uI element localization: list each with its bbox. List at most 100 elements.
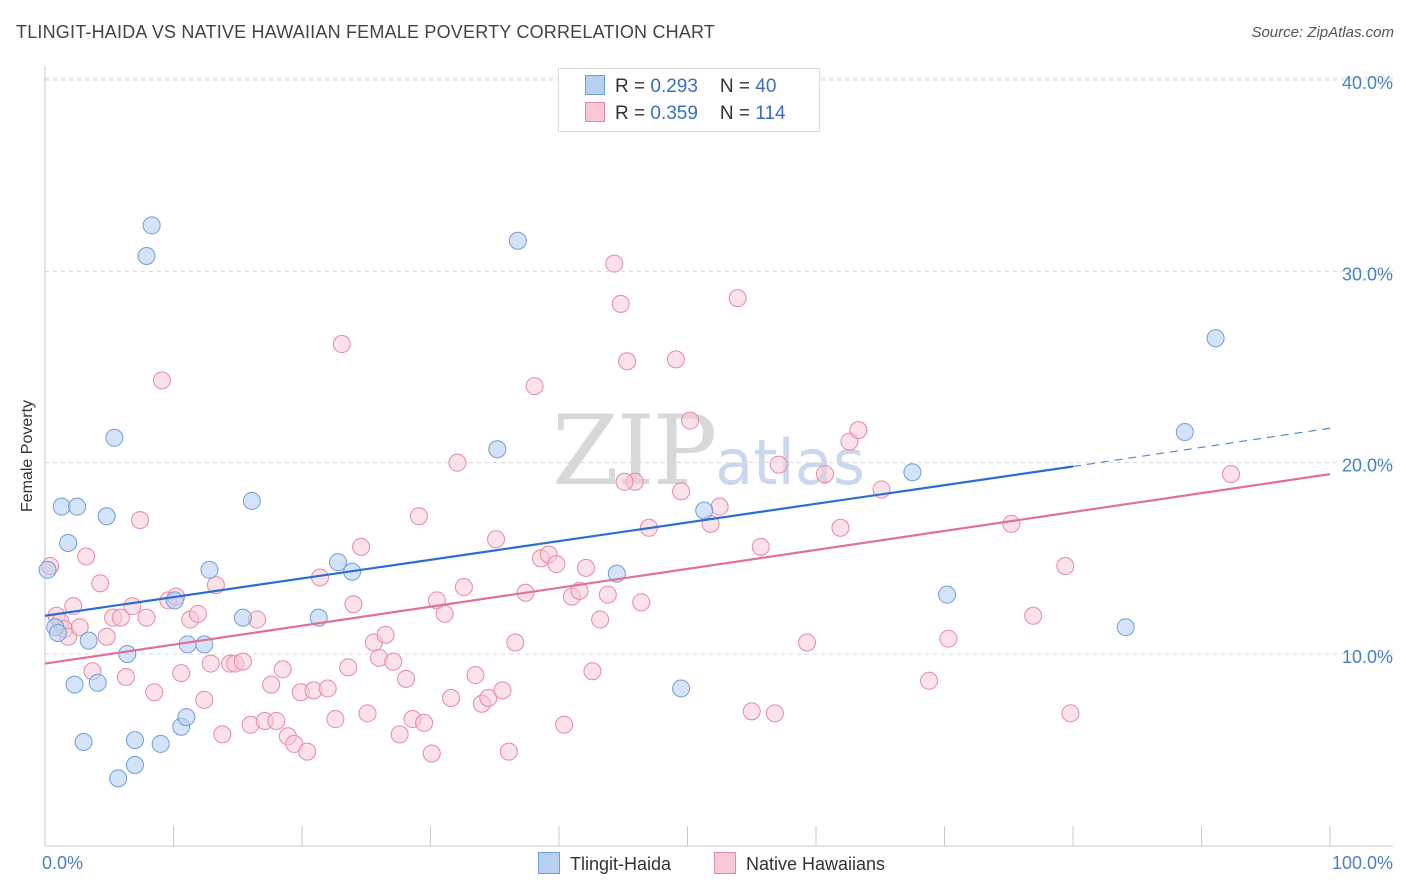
native-hawaiians-point [576, 558, 595, 577]
native-hawaiians-point [1056, 556, 1075, 575]
native-hawaiians-swatch [585, 102, 605, 122]
tlingit-haida-point [118, 645, 137, 663]
r-value: 0.293 [650, 76, 698, 97]
native-hawaiians-point [318, 679, 337, 698]
native-hawaiians-point [415, 713, 434, 732]
native-hawaiians-point [273, 660, 292, 679]
tlingit-haida-point [105, 428, 124, 447]
native-hawaiians-points [41, 254, 1241, 763]
native-hawaiians-point [267, 711, 286, 730]
r-label: R = [615, 76, 651, 97]
native-hawaiians-point [409, 507, 428, 526]
native-hawaiians-point [487, 530, 506, 549]
legend-row-native-hawaiians: R = 0.359 N = 114 [585, 102, 786, 126]
n-label: N = [719, 103, 756, 124]
y-tick-label-10: 10.0% [1342, 647, 1393, 667]
tlingit-haida-point [695, 501, 714, 520]
native-hawaiians-point [70, 618, 89, 637]
native-hawaiians-point [547, 555, 566, 574]
native-hawaiians-point [769, 455, 788, 474]
native-hawaiians-point [525, 377, 544, 396]
native-hawaiians-point [765, 704, 784, 723]
y-tick-label-20: 20.0% [1342, 456, 1393, 476]
tlingit-haida-point [68, 497, 87, 516]
y-tick-label-40: 40.0% [1342, 73, 1393, 93]
native-hawaiians-point [448, 453, 467, 472]
native-hawaiians-point [751, 537, 770, 556]
native-hawaiians-point [681, 411, 700, 430]
native-hawaiians-point [213, 725, 232, 744]
native-hawaiians-trend-line [44, 473, 1331, 665]
tlingit-haida-point [200, 560, 219, 579]
native-hawaiians-point [570, 581, 589, 600]
correlation-legend: R = 0.293 N = 40 R = 0.359 N = 114 [558, 68, 820, 132]
native-hawaiians-point [397, 669, 416, 688]
native-hawaiians-point [384, 652, 403, 671]
native-hawaiians-point [332, 335, 351, 354]
native-hawaiians-point [326, 710, 345, 729]
native-hawaiians-point [798, 633, 817, 652]
r-label: R = [615, 103, 651, 124]
native-hawaiians-point [666, 350, 685, 369]
tlingit-haida-point [48, 623, 67, 642]
tlingit-haida-point [65, 675, 84, 694]
native-hawaiians-point [605, 254, 624, 273]
source-label: Source: ZipAtlas.com [1251, 24, 1394, 41]
tlingit-haida-swatch [585, 75, 605, 95]
native-hawaiians-point [849, 421, 868, 440]
tlingit-haida-point [125, 755, 144, 774]
native-hawaiians-point [672, 482, 691, 501]
tlingit-haida-point [125, 731, 144, 750]
native-hawaiians-point [262, 675, 281, 694]
tlingit-haida-trend-extension [1072, 427, 1331, 468]
native-hawaiians-point [442, 689, 461, 708]
native-hawaiians-point [1061, 704, 1080, 723]
native-hawaiians-point [831, 518, 850, 537]
tlingit-haida-point [672, 679, 691, 698]
tlingit-haida-point [177, 708, 196, 727]
tlingit-haida-point [1116, 618, 1135, 637]
n-label: N = [719, 76, 756, 97]
native-hawaiians-point [131, 511, 150, 530]
native-hawaiians-point [611, 294, 630, 313]
native-hawaiians-point [188, 604, 207, 623]
native-hawaiians-point [358, 704, 377, 723]
tlingit-haida-point [137, 247, 156, 266]
native-hawaiians-point [555, 715, 574, 734]
native-hawaiians-point [435, 604, 454, 623]
tlingit-haida-point [74, 733, 93, 752]
tlingit-haida-trend-line [44, 465, 1074, 617]
native-hawaiians-swatch [714, 852, 736, 874]
native-hawaiians-point [152, 371, 171, 390]
gridlines [45, 77, 1393, 655]
native-hawaiians-point [591, 610, 610, 629]
bottom-legend-native-hawaiians: Native Hawaiians [714, 852, 885, 875]
native-hawaiians-point [390, 725, 409, 744]
tlingit-haida-point [52, 497, 71, 516]
tlingit-haida-point [1206, 329, 1225, 348]
trend-lines [44, 427, 1331, 665]
chart-title: TLINGIT-HAIDA VS NATIVE HAWAIIAN FEMALE … [16, 22, 716, 42]
native-hawaiians-point [710, 497, 729, 516]
native-hawaiians-point [615, 472, 634, 491]
tlingit-haida-point [88, 673, 107, 692]
native-hawaiians-point [920, 671, 939, 690]
native-hawaiians-point [339, 658, 358, 677]
tlingit-haida-point [903, 463, 922, 482]
native-hawaiians-point [172, 664, 191, 683]
native-hawaiians-point [77, 547, 96, 566]
native-hawaiians-point [598, 585, 617, 604]
tlingit-haida-point [151, 734, 170, 753]
native-hawaiians-point [352, 537, 371, 556]
tlingit-haida-point [97, 507, 116, 526]
tlingit-haida-points [38, 216, 1225, 788]
tlingit-haida-point [1175, 423, 1194, 442]
native-hawaiians-point [137, 608, 156, 627]
native-hawaiians-point [376, 625, 395, 644]
x-tick-label-0: 0.0% [42, 853, 83, 873]
native-hawaiians-point [479, 689, 498, 708]
native-hawaiians-point [298, 742, 317, 761]
r-value: 0.359 [650, 103, 698, 124]
native-hawaiians-point [1222, 465, 1241, 484]
native-hawaiians-point [97, 627, 116, 646]
